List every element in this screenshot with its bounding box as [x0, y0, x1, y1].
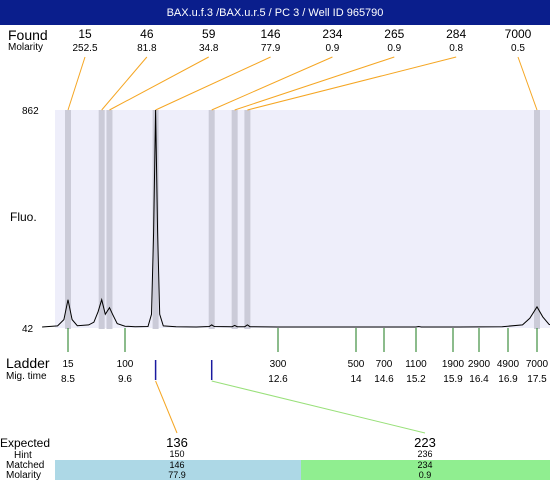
expected-matched-label: 234: [417, 460, 432, 470]
found-size-label: 146: [261, 27, 281, 41]
ladder-size-label: 4900: [497, 359, 520, 370]
molarity-row-2-bg: [301, 470, 550, 480]
ladder-time-label: 12.6: [268, 374, 288, 385]
peak-band: [244, 110, 251, 329]
ladder-size-label: 7000: [526, 359, 549, 370]
ladder-time-label: 14.6: [374, 374, 394, 385]
found-connector: [155, 56, 271, 111]
expected-molarity-label: 77.9: [168, 470, 186, 480]
molarity2-label: Molarity: [6, 470, 42, 481]
found-connector: [247, 56, 457, 111]
peak-band: [231, 110, 238, 329]
ladder-size-label: 500: [348, 359, 365, 370]
expected-label: Expected: [0, 436, 51, 450]
ladder-time-label: 15.9: [443, 374, 463, 385]
peak-band: [65, 110, 71, 329]
ladder-time-label: 8.5: [61, 374, 75, 385]
found-size-label: 265: [384, 27, 404, 41]
hint-label: Hint: [14, 450, 32, 461]
found-size-label: 59: [202, 27, 216, 41]
found-connector: [517, 56, 538, 111]
ladder-label: Ladder: [6, 355, 50, 371]
expected-matched-label: 146: [169, 460, 184, 470]
ladder-size-label: 300: [270, 359, 287, 370]
found-connector: [101, 56, 148, 111]
ladder-size-label: 1900: [442, 359, 465, 370]
page-title: BAX.u.f.3 /BAX.u.r.5 / PC 3 / Well ID 96…: [166, 6, 384, 19]
found-molarity-label: 0.5: [511, 43, 525, 54]
found-size-label: 284: [446, 27, 466, 41]
expected-size-label: 223: [414, 435, 436, 450]
ladder-size-label: 2900: [468, 359, 491, 370]
ladder-time-label: 17.5: [527, 374, 547, 385]
found-molarity-label: 0.9: [325, 43, 339, 54]
found-size-label: 46: [140, 27, 154, 41]
ladder-time-label: 9.6: [118, 374, 132, 385]
ladder-size-label: 700: [376, 359, 393, 370]
expected-connector: [155, 380, 178, 434]
expected-hint-label: 150: [169, 449, 184, 459]
found-molarity-label: 0.8: [449, 43, 463, 54]
title-bar: BAX.u.f.3 /BAX.u.r.5 / PC 3 / Well ID 96…: [0, 0, 550, 25]
peak-band: [106, 110, 113, 329]
y-tick-min: 42: [22, 324, 34, 335]
molarity-label: Molarity: [8, 42, 44, 53]
ladder-time-label: 15.2: [406, 374, 426, 385]
matched-row-2-bg: [301, 460, 550, 470]
mig-time-label: Mig. time: [6, 371, 47, 382]
ladder-time-label: 16.4: [469, 374, 489, 385]
found-size-label: 15: [78, 27, 92, 41]
expected-connector: [211, 380, 426, 434]
found-size-label: 7000: [505, 27, 532, 41]
found-molarity-label: 252.5: [72, 43, 97, 54]
ladder-time-label: 14: [350, 374, 362, 385]
matched-row-1-bg: [55, 460, 301, 470]
found-connector: [109, 56, 209, 111]
matched-label: Matched: [6, 460, 45, 471]
ladder-time-label: 16.9: [498, 374, 518, 385]
found-molarity-label: 77.9: [261, 43, 281, 54]
found-molarity-label: 0.9: [387, 43, 401, 54]
found-connector: [234, 56, 395, 111]
found-connector: [67, 56, 86, 111]
peak-band: [208, 110, 215, 329]
peak-band: [534, 110, 540, 329]
peak-band: [98, 110, 105, 329]
y-tick-max: 862: [22, 106, 39, 117]
ladder-size-label: 1100: [405, 359, 427, 370]
ladder-size-label: 15: [62, 359, 74, 370]
molarity-row-1-bg: [55, 470, 301, 480]
found-size-label: 234: [322, 27, 342, 41]
plot-area: [55, 110, 550, 328]
found-connector: [211, 56, 333, 111]
expected-hint-label: 236: [417, 449, 432, 459]
found-molarity-label: 81.8: [137, 43, 157, 54]
expected-molarity-label: 0.9: [419, 470, 432, 480]
found-molarity-label: 34.8: [199, 43, 219, 54]
expected-size-label: 136: [166, 435, 188, 450]
fluorescence-trace: [42, 109, 550, 328]
found-label: Found: [8, 27, 48, 43]
fluo-axis-label: Fluo.: [10, 210, 37, 224]
ladder-size-label: 100: [117, 359, 134, 370]
peak-band: [152, 110, 159, 329]
